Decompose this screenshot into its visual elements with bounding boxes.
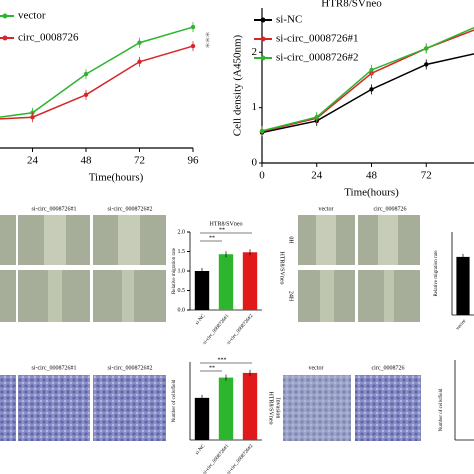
point <box>424 62 429 67</box>
legend-label: circ_0008726 <box>18 32 79 44</box>
x-tick-label: 48 <box>81 155 93 167</box>
x-tick-label: 24 <box>311 170 323 182</box>
y-tick-label: 2 <box>252 46 258 58</box>
x-axis-label: Time(hours) <box>344 187 399 199</box>
row-label: 24H <box>288 291 294 302</box>
point <box>83 71 89 77</box>
y-tick-label: 0 <box>252 157 258 169</box>
panel-labels: si-circ_0008726#1 si-circ_0008726#2 vect… <box>32 206 474 441</box>
y-axis-label: Relative migration rate <box>172 247 177 294</box>
x-tick-label: 24 <box>27 155 39 167</box>
cell-line-label: HTR8/SVneo <box>268 392 274 425</box>
bar <box>194 397 210 440</box>
point <box>30 115 35 120</box>
y-tick-label: 0.0 <box>178 307 186 313</box>
bar <box>218 377 234 440</box>
legend-label: vector <box>18 10 46 22</box>
invasion-images <box>0 375 421 441</box>
point <box>314 114 319 120</box>
x-tick-label: 0 <box>259 170 265 182</box>
series-line <box>261 53 474 134</box>
point <box>424 46 429 51</box>
legend-marker <box>260 17 266 23</box>
chart-title: HTR8/SVneo <box>321 0 382 10</box>
y-axis-label: Relative migration rate <box>434 250 439 297</box>
point <box>190 43 196 49</box>
annotation: ** <box>219 227 225 233</box>
row-label: 0H <box>288 236 294 244</box>
column-label: circ_0008726 <box>374 206 407 212</box>
legend-label: si-NC <box>276 14 302 26</box>
x-tick-label: 96 <box>188 155 200 167</box>
bar <box>456 256 470 315</box>
scratch-images-right <box>298 215 420 322</box>
y-tick-label: 0.5 <box>178 288 186 294</box>
x-tick-label: vector <box>456 319 468 332</box>
y-axis-label: Number of cells/field <box>439 388 444 431</box>
bar <box>218 254 234 310</box>
legend-marker <box>2 13 8 19</box>
point <box>369 67 374 73</box>
bar <box>242 372 258 440</box>
row-label: Invasion <box>275 398 281 419</box>
x-tick-label: si-circ_0008726#1 <box>202 443 230 474</box>
annotation: ** <box>209 365 215 371</box>
legend-marker <box>2 35 8 41</box>
column-label: vector <box>319 206 334 212</box>
chart-title: HTR8/SVneo <box>210 221 243 227</box>
x-tick-label: si-circ_0008726#1 <box>202 313 230 345</box>
legend-marker <box>260 55 266 61</box>
bar <box>194 271 210 310</box>
y-tick-label: 1 <box>252 101 258 113</box>
x-tick-label: 72 <box>134 155 145 167</box>
annotation: *** <box>199 32 211 49</box>
cell-line-label: HTR8/SVneo <box>279 252 285 285</box>
y-tick-label: 1.0 <box>178 268 186 274</box>
point <box>137 40 142 45</box>
column-label: circ_0008726 <box>372 365 405 371</box>
point <box>83 92 89 98</box>
x-tick-label: si-circ_0008726#2 <box>226 313 254 345</box>
column-label: vector <box>309 365 324 371</box>
column-label: si-circ_0008726#1 <box>32 206 77 212</box>
legend-label: si-circ_0008726#1 <box>276 33 358 45</box>
y-tick-label: 1.5 <box>178 249 186 255</box>
column-label: si-circ_0008726#2 <box>108 206 153 212</box>
legend-marker <box>260 36 266 42</box>
scratch-images-left <box>0 215 166 322</box>
y-axis-label: Cell density (A450nm) <box>232 34 244 136</box>
x-tick-label: si-circ_0008726#2 <box>226 443 254 474</box>
bar <box>242 252 258 310</box>
point <box>259 128 265 134</box>
x-tick-label: 48 <box>366 170 378 182</box>
x-tick-label: si-NC <box>195 443 207 456</box>
point <box>190 24 196 30</box>
x-tick-label: 72 <box>421 170 432 182</box>
x-axis-label: Time(hours) <box>89 172 144 184</box>
column-label: si-circ_0008726#2 <box>108 365 153 371</box>
series-line <box>0 45 194 120</box>
annotation: ** <box>209 235 215 241</box>
annotation: *** <box>218 357 227 363</box>
column-label: si-circ_0008726#1 <box>32 365 77 371</box>
point <box>369 87 374 92</box>
y-axis-label: Number of cells/field <box>172 379 177 422</box>
point <box>137 59 142 64</box>
legend-label: si-circ_0008726#2 <box>276 52 358 64</box>
y-tick-label: 2.0 <box>178 229 186 235</box>
x-tick-label: si-NC <box>195 313 207 326</box>
